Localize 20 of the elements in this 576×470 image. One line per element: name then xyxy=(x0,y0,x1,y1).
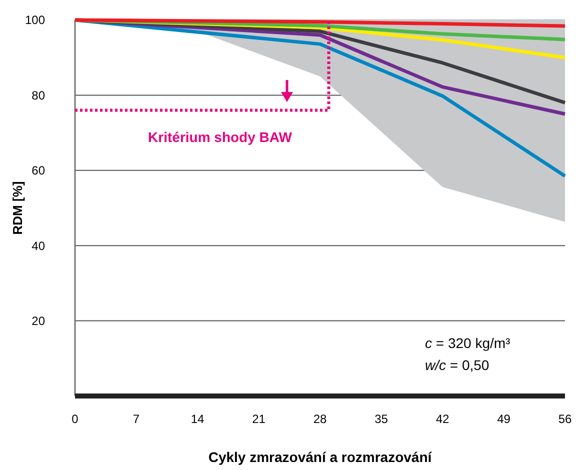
y-tick-label: 20 xyxy=(32,314,46,328)
x-tick-label: 7 xyxy=(132,412,140,426)
x-tick-label: 35 xyxy=(374,412,388,426)
annotation: Kritérium shody BAW xyxy=(148,129,293,145)
annotation: c = 320 kg/m³ xyxy=(425,335,511,351)
y-tick-label: 80 xyxy=(32,88,46,102)
x-tick-label: 56 xyxy=(558,412,572,426)
annotation: w/c = 0,50 xyxy=(425,357,490,373)
y-tick-label: 100 xyxy=(24,13,46,28)
x-tick-label: 0 xyxy=(72,412,79,426)
y-tick-label: 40 xyxy=(32,238,46,253)
x-tick-label: 21 xyxy=(252,412,266,426)
x-tick-label: 42 xyxy=(436,412,450,426)
x-tick-label: 28 xyxy=(313,412,327,426)
x-tick-label: 14 xyxy=(190,412,204,426)
line-series xyxy=(73,18,567,28)
y-axis-title: RDM [%] xyxy=(10,181,25,235)
x-tick-label: 49 xyxy=(497,412,511,426)
y-tick-label: 60 xyxy=(32,164,46,178)
x-axis-title: Cykly zmrazování a rozmrazování xyxy=(208,449,433,465)
